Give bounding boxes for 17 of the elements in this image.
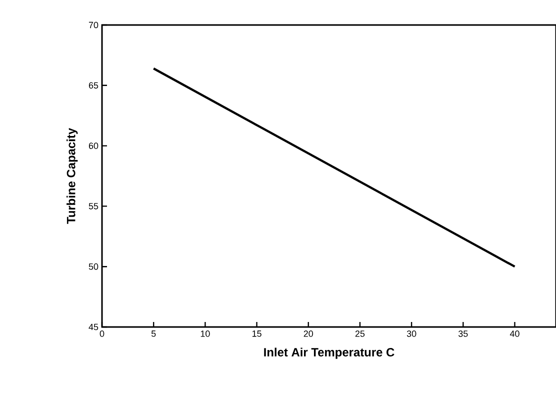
y-tick-label: 65 (88, 82, 98, 89)
y-tick-label: 50 (88, 263, 98, 270)
y-axis-title: Turbine Capacity (66, 128, 78, 224)
x-tick-label: 0 (100, 330, 104, 337)
x-tick-label: 35 (458, 330, 468, 337)
x-tick-label: 5 (151, 330, 156, 337)
x-tick-label: 40 (510, 330, 520, 337)
x-tick-label: 20 (304, 330, 314, 337)
x-axis-title: Inlet Air Temperature C (264, 348, 394, 359)
x-tick-label: 30 (406, 330, 416, 337)
y-tick-label: 60 (88, 142, 98, 149)
x-tick-label: 15 (252, 330, 262, 337)
x-tick-label: 10 (200, 330, 210, 337)
x-tick-label: 25 (355, 330, 365, 337)
y-tick-label: 70 (88, 22, 98, 28)
y-tick-label: 45 (88, 324, 98, 330)
y-tick-label: 55 (88, 203, 98, 210)
